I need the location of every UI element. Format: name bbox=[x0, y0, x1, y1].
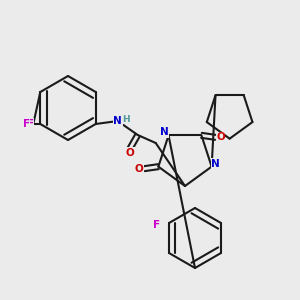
Text: H: H bbox=[122, 115, 130, 124]
Text: F: F bbox=[154, 220, 160, 230]
Text: F: F bbox=[27, 119, 34, 129]
Text: O: O bbox=[135, 164, 144, 174]
Text: F: F bbox=[27, 119, 34, 129]
Text: O: O bbox=[125, 148, 134, 158]
Text: N: N bbox=[113, 116, 122, 126]
Text: N: N bbox=[211, 159, 220, 169]
Text: N: N bbox=[160, 127, 169, 137]
Text: F: F bbox=[23, 119, 30, 129]
Text: F: F bbox=[27, 119, 34, 129]
Text: O: O bbox=[216, 132, 225, 142]
